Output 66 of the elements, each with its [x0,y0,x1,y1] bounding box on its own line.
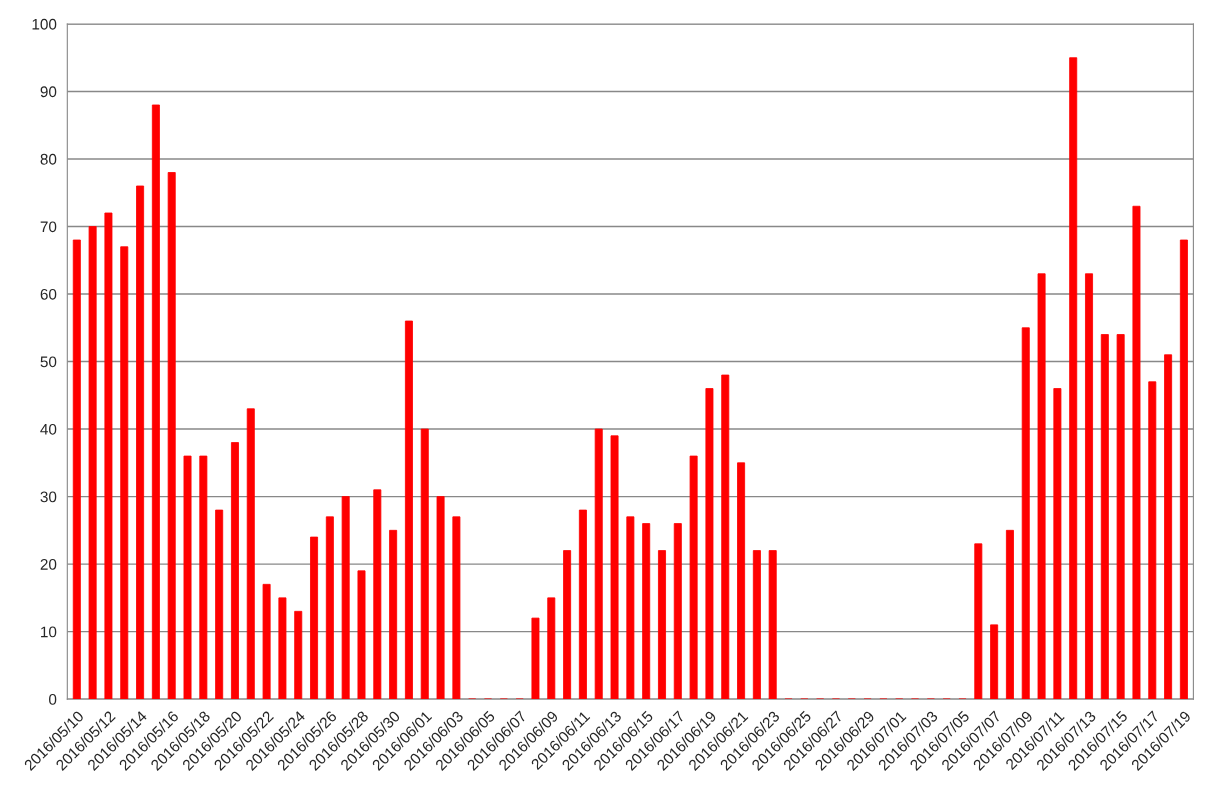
bar [104,212,113,700]
bar [658,550,666,700]
y-tick-label: 80 [40,153,57,165]
bar [452,516,461,700]
bar [341,496,350,700]
bar [278,597,287,700]
y-tick-label: 100 [32,18,57,30]
bar [1005,529,1014,700]
bar [389,529,398,700]
bar [531,617,540,700]
bar [357,570,366,700]
y-tick-label: 50 [40,356,57,368]
bar [563,550,572,700]
bar [673,523,682,700]
bar [294,610,303,700]
bar [1148,381,1157,700]
y-tick-label: 20 [40,558,57,570]
y-tick-label: 40 [40,423,57,435]
bar [610,435,619,700]
bar [1085,273,1093,700]
bar [1132,205,1141,700]
bar [626,516,635,700]
bar [120,246,129,700]
bar [578,509,587,700]
bar [768,550,777,700]
bar [230,442,239,700]
bar [88,226,97,700]
bar [642,523,651,700]
bar [310,536,319,700]
bar [1037,273,1046,700]
bar [705,388,714,700]
bar [752,550,761,700]
bar [1164,354,1173,700]
bar [373,489,382,700]
y-tick-label: 10 [41,626,57,638]
y-tick-label: 30 [40,491,57,503]
bar [325,516,334,700]
bar [721,374,730,700]
bar [183,455,192,700]
bar [167,172,176,700]
bar [72,239,81,700]
bar [974,543,983,700]
y-tick-label: 60 [40,288,57,300]
bar [262,583,271,700]
bar [136,185,145,700]
bar [594,428,603,700]
bar [1179,239,1188,700]
bar [737,462,746,700]
bar [547,597,556,700]
bar [199,455,208,700]
bar [1100,334,1109,700]
bar [1021,327,1030,700]
bar [404,320,413,700]
y-tick-label: 90 [40,86,57,98]
bar [1053,388,1062,700]
bar [215,509,224,700]
bar [151,104,160,700]
y-tick-label: 0 [49,693,57,705]
bar [1069,57,1078,700]
bar [436,496,445,700]
bar [990,624,999,700]
bar [689,455,698,700]
bar [1116,334,1125,700]
bar [420,428,429,700]
bar [246,408,255,700]
y-tick-label: 70 [40,221,57,233]
